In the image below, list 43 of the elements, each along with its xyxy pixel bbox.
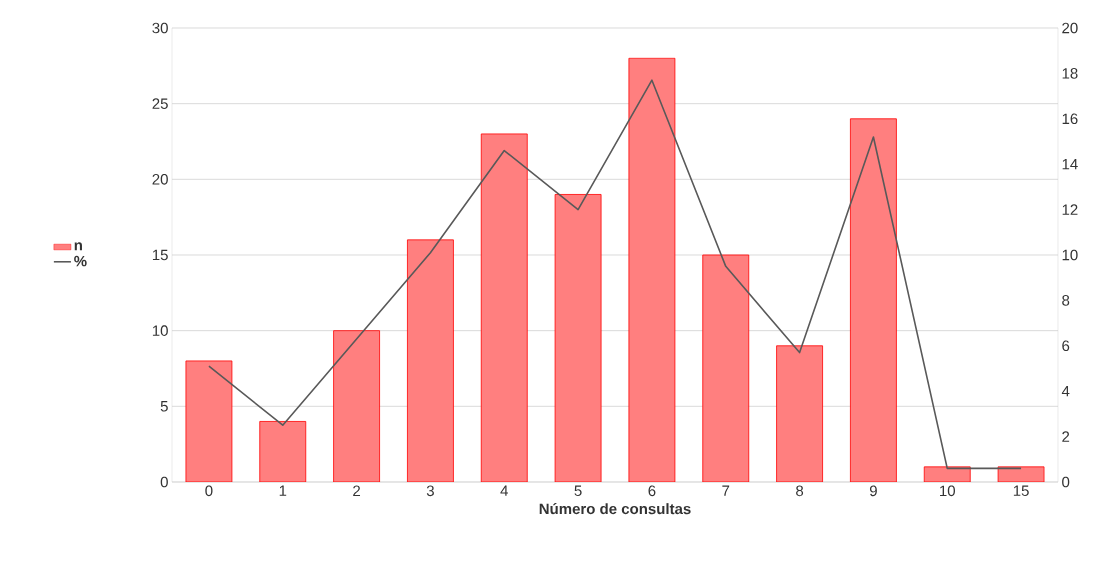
y2-tick-label: 20 xyxy=(1062,22,1078,34)
y-tick-label: 15 xyxy=(152,249,168,261)
bar xyxy=(702,254,750,482)
bar xyxy=(333,330,380,482)
y2-tick-label: 12 xyxy=(1062,204,1078,215)
y2-tick-label: 2 xyxy=(1062,431,1070,442)
x-tick-label: 8 xyxy=(796,485,804,497)
bar xyxy=(407,239,454,482)
legend-label: n xyxy=(74,242,82,251)
legend-label: % xyxy=(74,255,87,267)
y-tick-label: 5 xyxy=(160,401,168,412)
x-tick-label: 4 xyxy=(500,485,508,496)
x-tick-label: 5 xyxy=(574,485,582,496)
y2-tick-label: 4 xyxy=(1061,386,1070,397)
x-axis-title: Número de consultas xyxy=(539,503,691,515)
y2-tick-label: 16 xyxy=(1062,113,1078,125)
x-tick-label: 7 xyxy=(722,485,730,496)
x-tick-label: 6 xyxy=(648,485,656,497)
y-tick-label: 25 xyxy=(152,98,168,109)
x-tick-label: 15 xyxy=(1013,485,1029,496)
bar xyxy=(185,360,233,482)
x-tick-label: 9 xyxy=(869,485,877,497)
x-tick-label: 10 xyxy=(940,485,955,497)
bar xyxy=(776,345,823,482)
y2-tick-label: 14 xyxy=(1062,159,1078,170)
bar xyxy=(480,133,528,482)
x-tick-label: 3 xyxy=(426,485,434,497)
x-tick-label: 1 xyxy=(279,485,287,496)
bar xyxy=(850,118,897,482)
y-tick-label: 10 xyxy=(152,325,168,336)
y2-tick-label: 0 xyxy=(1062,476,1070,488)
y2-tick-label: 8 xyxy=(1062,295,1070,306)
bar xyxy=(628,57,676,482)
y-tick-label: 30 xyxy=(152,22,168,34)
x-tick-label: 2 xyxy=(353,485,361,496)
x-tick-label: 0 xyxy=(205,485,213,497)
y2-tick-label: 6 xyxy=(1062,340,1070,352)
y-tick-label: 0 xyxy=(160,476,168,488)
y2-tick-label: 18 xyxy=(1062,68,1078,79)
y-tick-label: 20 xyxy=(152,174,168,185)
bar xyxy=(259,421,307,482)
bar xyxy=(554,194,602,482)
y2-tick-label: 10 xyxy=(1062,249,1078,261)
